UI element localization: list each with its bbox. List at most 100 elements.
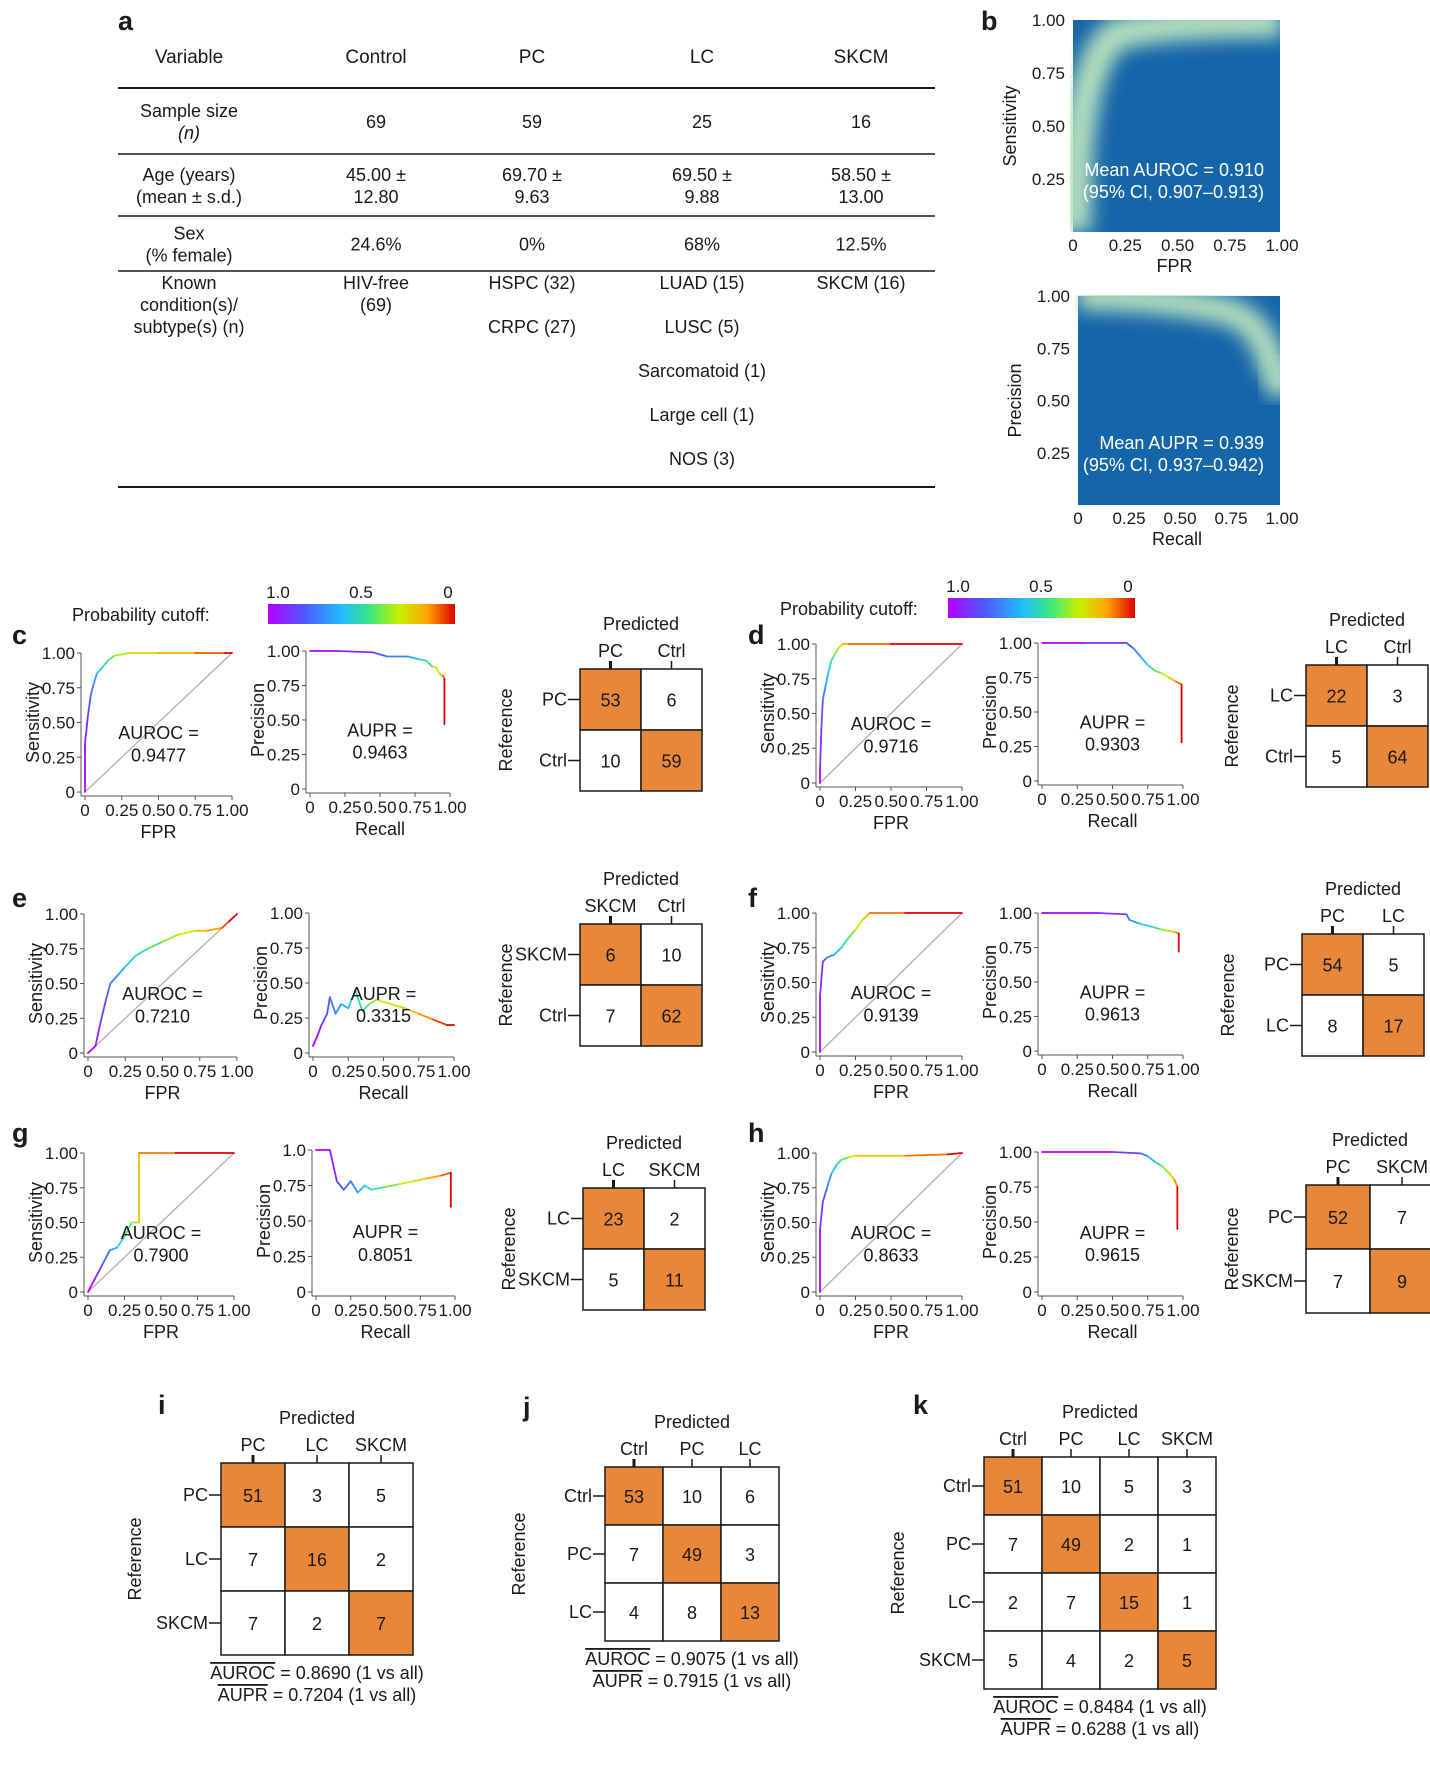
table-cell: 69 — [366, 112, 386, 132]
curve-segment — [84, 714, 89, 745]
curve-segment — [349, 1180, 359, 1194]
x-tick-label: 1.00 — [220, 1062, 253, 1081]
metric-label: AUPR = — [1080, 983, 1146, 1003]
matrix-value: 5 — [608, 1271, 618, 1291]
x-tick-label: 0 — [311, 1301, 320, 1320]
matrix-value: 22 — [1326, 687, 1346, 707]
chart-h-pr: 000.250.250.500.500.750.751.001.00Recall… — [980, 1143, 1200, 1342]
curve-segment — [431, 1018, 448, 1026]
curve-segment — [840, 937, 850, 949]
curve-segment — [1153, 669, 1163, 675]
y-tick-label: 0.25 — [999, 738, 1032, 757]
matrix-cell — [640, 668, 703, 731]
matrix-cell-correct — [604, 1466, 664, 1526]
table-cell: 0% — [519, 235, 545, 255]
curve-segment — [1168, 930, 1177, 934]
table-header-2: PC — [519, 47, 545, 68]
curve-segment — [1168, 1172, 1176, 1181]
x-tick-label: 0.25 — [328, 798, 361, 817]
table-cell: 58.50 ± — [831, 165, 891, 185]
matrix-value: 10 — [600, 752, 620, 772]
x-tick-label: 0.50 — [369, 1301, 402, 1320]
matrix-value: 16 — [307, 1550, 327, 1570]
cutoff-tick: 0.5 — [1029, 577, 1053, 596]
y-tick-label: 1.00 — [45, 905, 78, 924]
curve-segment — [821, 956, 828, 963]
curve-segment — [113, 652, 131, 657]
table-header-3: LC — [690, 47, 714, 68]
table-cell: CRPC (27) — [488, 317, 576, 337]
b-ytick: 0.25 — [1032, 170, 1065, 189]
table-cell: 9.88 — [684, 187, 719, 207]
curve-segment — [1153, 1160, 1163, 1167]
x-tick-label: 0 — [815, 792, 824, 811]
reference-class-label: LC — [948, 1592, 971, 1612]
x-tick-label: 0.75 — [183, 1062, 216, 1081]
chart-e-pr: 000.250.250.500.500.750.751.001.00Recall… — [251, 904, 471, 1103]
curve-segment — [107, 654, 116, 661]
predicted-class-label: SKCM — [584, 896, 636, 916]
curve-segment — [398, 1180, 415, 1185]
curve-segment — [824, 670, 830, 687]
predicted-class-label: SKCM — [1376, 1157, 1428, 1177]
matrix-value: 54 — [1322, 956, 1342, 976]
curve-segment — [354, 989, 364, 1012]
matrix-value: 5 — [1331, 748, 1341, 768]
cutoff-tick: 0 — [443, 583, 452, 602]
y-tick-label: 0.50 — [45, 1214, 78, 1233]
x-tick-label: 0.50 — [146, 1062, 179, 1081]
panel-letter-f: f — [748, 883, 758, 913]
curve-segment — [109, 974, 119, 985]
b-ylabel: Precision — [1005, 363, 1025, 437]
table-cell: HIV-free — [343, 273, 409, 293]
confusion-matrix-f: Predicted Reference PC PC LC LC 54 5 8 17 — [1218, 879, 1425, 1057]
x-tick-label: 0 — [308, 1062, 317, 1081]
aupr-footer: AUPR = 0.7915 (1 vs all) — [593, 1671, 792, 1691]
x-tick-label: 0.75 — [402, 1062, 435, 1081]
y-tick-label: 1.00 — [45, 1144, 78, 1163]
x-tick-label: 1.00 — [1166, 1060, 1199, 1079]
x-tick-label: 0.50 — [144, 1301, 177, 1320]
curve-segment — [1175, 680, 1183, 686]
y-tick-label: 0.75 — [45, 940, 78, 959]
b-xtick: 1.00 — [1265, 509, 1298, 528]
curve-segment — [326, 996, 331, 1015]
matrix-cell — [220, 1590, 286, 1656]
panel-letter-d: d — [748, 620, 765, 650]
cutoff-tick: 0.5 — [349, 583, 373, 602]
matrix-value: 7 — [1008, 1535, 1018, 1555]
metric-label: AUPR = — [347, 721, 413, 741]
x-tick-label: 1.00 — [437, 1062, 470, 1081]
matrix-value: 7 — [629, 1545, 639, 1565]
panel-letter-k: k — [913, 1390, 929, 1420]
reference-class-label: SKCM — [919, 1650, 971, 1670]
matrix-cell — [348, 1526, 414, 1592]
x-tick-label: 1.00 — [945, 1061, 978, 1080]
curve-segment — [1173, 1179, 1179, 1188]
reference-class-label: Ctrl — [539, 751, 567, 771]
matrix-cell-correct — [1369, 1248, 1430, 1314]
reference-class-label: PC — [567, 1544, 592, 1564]
auroc-footer: AUROC = 0.9075 (1 vs all) — [585, 1649, 799, 1669]
confusion-matrix-j: Predicted Reference Ctrl Ctrl PC PC LC LC 53 10 6 7… — [509, 1412, 799, 1691]
b-ytick: 0.75 — [1037, 339, 1070, 358]
curve-segment — [101, 659, 110, 668]
curve-segment — [1139, 655, 1149, 666]
metric-value: 0.9477 — [131, 745, 186, 765]
curve-segment — [1139, 1152, 1149, 1158]
y-tick-label: 0.75 — [999, 669, 1032, 688]
y-tick-label: 0.50 — [270, 974, 303, 993]
metric-label: AUROC = — [118, 723, 199, 743]
curve-segment — [1097, 912, 1128, 916]
curve-segment — [312, 1035, 319, 1047]
curve-segment — [826, 1172, 833, 1189]
y-tick-label: 0.50 — [777, 974, 810, 993]
curve-segment — [1151, 925, 1163, 931]
table-cell: 69.50 ± — [672, 165, 732, 185]
y-tick-label: 0 — [294, 1044, 303, 1063]
confusion-matrix-k: Predicted Reference Ctrl Ctrl PC PC LC LC SKCM SK… — [888, 1402, 1217, 1739]
curve-segment — [370, 1186, 387, 1191]
y-tick-label: 0.25 — [45, 1248, 78, 1267]
table-cell: 24.6% — [350, 235, 401, 255]
metric-label: AUROC = — [851, 983, 932, 1003]
